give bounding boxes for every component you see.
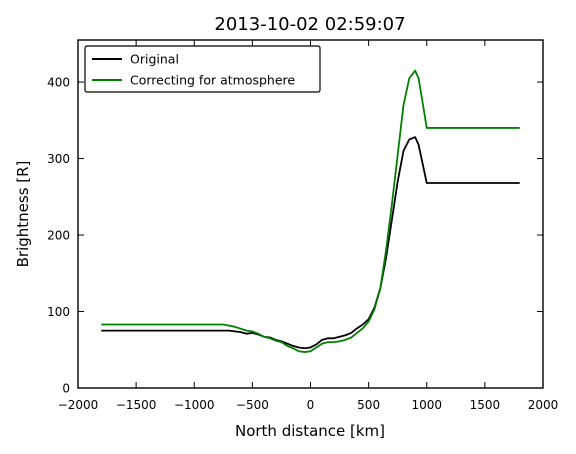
x-tick-label: −500 (236, 398, 269, 412)
y-tick-label: 400 (47, 76, 70, 90)
series-line-correcting-for-atmosphere (101, 69, 520, 353)
x-axis-label: North distance [km] (235, 422, 385, 440)
y-tick-label: 300 (47, 152, 70, 166)
x-tick-label: −1000 (174, 398, 215, 412)
x-tick-label: 0 (307, 398, 315, 412)
chart-title: 2013-10-02 02:59:07 (214, 14, 405, 35)
y-tick-label: 0 (62, 382, 70, 396)
x-tick-label: 2000 (528, 398, 559, 412)
x-tick-label: 1000 (411, 398, 442, 412)
x-tick-label: 500 (357, 398, 380, 412)
y-tick-label: 200 (47, 229, 70, 243)
legend-label-original: Original (130, 52, 179, 67)
x-tick-label: 1500 (470, 398, 501, 412)
y-axis-label: Brightness [R] (14, 161, 32, 268)
y-tick-label: 100 (47, 305, 70, 319)
legend: Original Correcting for atmosphere (84, 45, 321, 93)
legend-box (84, 45, 321, 93)
tick-layer: −2000 −1500 −1000 −500 0 500 1000 1500 2000 0 100 2… (47, 40, 558, 412)
series-line-original (101, 136, 520, 350)
series-layer (101, 69, 520, 353)
x-tick-label: −2000 (58, 398, 99, 412)
x-tick-label: −1500 (116, 398, 157, 412)
legend-label-correcting-for-atmosphere: Correcting for atmosphere (130, 73, 295, 88)
